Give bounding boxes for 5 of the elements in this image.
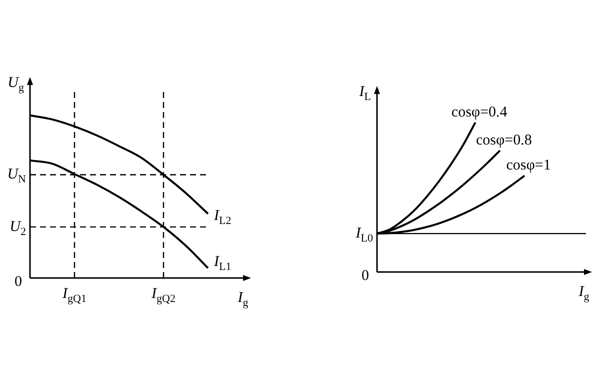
text: 0: [362, 268, 369, 284]
text: 0: [14, 274, 22, 290]
series-label: cosφ=0.8: [476, 132, 532, 149]
series-label: cosφ=0.4: [451, 104, 508, 120]
series-label: cosφ=1: [506, 158, 551, 174]
